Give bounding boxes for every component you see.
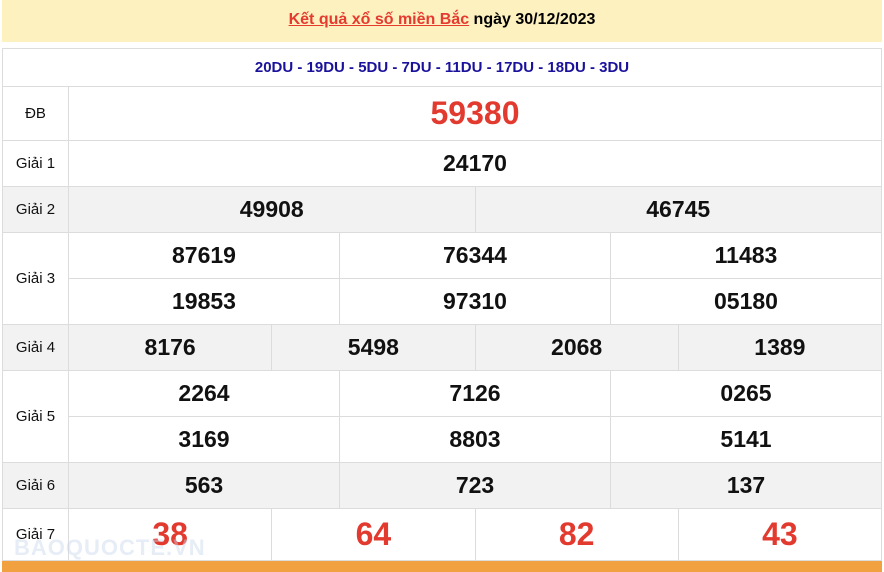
prize-number: 82 — [474, 508, 679, 561]
footer-bar — [2, 561, 882, 572]
prize-number: 49908 — [68, 186, 476, 233]
prize-number: 11483 — [610, 232, 882, 279]
prize-number: 723 — [339, 462, 611, 509]
prize-number: 64 — [271, 508, 476, 561]
row-g4: Giải 4 8176 5498 2068 1389 — [2, 324, 883, 371]
row-db: ĐB 59380 — [2, 86, 882, 141]
row-g5: Giải 5 2264 7126 0265 — [2, 370, 882, 463]
results-title-banner: Kết quả xổ số miền Bắc ngày 30/12/2023 — [2, 0, 882, 42]
prize-label: Giải 5 — [2, 370, 69, 463]
results-table: 20DU - 19DU - 5DU - 7DU - 11DU - 17DU - … — [2, 48, 883, 561]
prize-number: 43 — [677, 508, 883, 561]
prize-number: 0265 — [610, 370, 882, 417]
watermark: BAOQUOCTE.VN — [14, 535, 206, 560]
prize-label: Giải 6 — [2, 462, 69, 509]
prize-number: 38 — [67, 508, 273, 561]
prize-number: 5141 — [610, 416, 882, 463]
row-g6: Giải 6 563 723 137 — [2, 462, 882, 509]
row-g3: Giải 3 87619 76344 11483 — [2, 232, 882, 325]
prize-label: ĐB — [2, 86, 69, 141]
prize-label: Giải 3 — [2, 232, 69, 325]
prize-number: 8803 — [339, 416, 611, 463]
row-g7: Giải 7 38 64 82 43 — [2, 508, 883, 561]
prize-number: 24170 — [68, 140, 882, 187]
prize-number: 05180 — [610, 278, 882, 325]
prize-number: 5498 — [271, 324, 476, 371]
prize-number: 87619 — [68, 232, 340, 279]
prize-number: 2264 — [68, 370, 340, 417]
prize-number: 3169 — [68, 416, 340, 463]
results-date: ngày 30/12/2023 — [469, 11, 596, 28]
prize-number: 46745 — [474, 186, 882, 233]
prize-number: 563 — [68, 462, 340, 509]
prize-number: 76344 — [339, 232, 611, 279]
prize-number: 8176 — [67, 324, 273, 371]
prize-number: 19853 — [68, 278, 340, 325]
codes-row: 20DU - 19DU - 5DU - 7DU - 11DU - 17DU - … — [2, 48, 882, 87]
prize-label: Giải 7 — [2, 508, 69, 561]
row-g1: Giải 1 24170 — [2, 140, 882, 187]
row-g2: Giải 2 49908 46745 — [2, 186, 882, 233]
special-codes: 20DU - 19DU - 5DU - 7DU - 11DU - 17DU - … — [2, 48, 882, 87]
prize-label: Giải 1 — [2, 140, 69, 187]
prize-number: 7126 — [339, 370, 611, 417]
prize-label: Giải 4 — [2, 324, 69, 371]
prize-number: 2068 — [474, 324, 679, 371]
results-title-link[interactable]: Kết quả xổ số miền Bắc — [288, 11, 470, 28]
prize-label: Giải 2 — [2, 186, 69, 233]
row-g5b: 3169 8803 5141 — [3, 416, 882, 463]
prize-number: 97310 — [339, 278, 611, 325]
prize-number: 137 — [610, 462, 882, 509]
prize-number: 59380 — [68, 86, 882, 141]
row-g3b: 19853 97310 05180 — [3, 278, 882, 325]
prize-number: 1389 — [677, 324, 883, 371]
